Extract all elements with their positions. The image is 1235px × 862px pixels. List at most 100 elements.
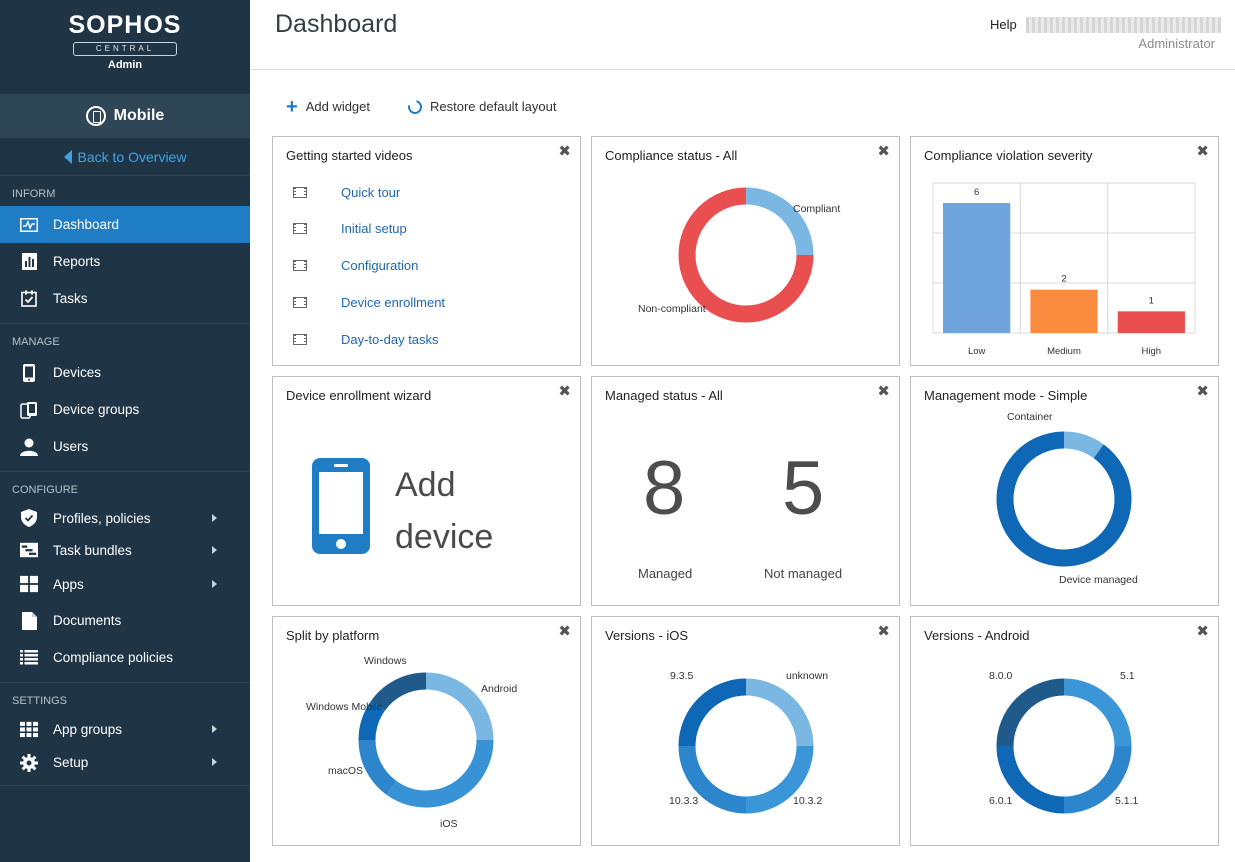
section-title-configure: CONFIGURE	[12, 484, 78, 496]
widget-versions-android: Versions - Android ✖ 8.0.0 5.1 6.0.1 5.1…	[910, 616, 1219, 846]
plus-icon: +	[286, 95, 298, 118]
close-icon[interactable]: ✖	[558, 623, 571, 640]
user-name-redacted[interactable]	[1026, 17, 1221, 33]
sidebar-item-documents[interactable]: Documents	[0, 602, 250, 639]
sidebar-item-device-groups[interactable]: Device groups	[0, 391, 250, 428]
restore-icon	[405, 96, 425, 117]
chart-label-version: 5.1.1	[1115, 795, 1139, 807]
close-icon[interactable]: ✖	[877, 623, 890, 640]
ios-versions-donut-chart	[678, 678, 814, 814]
phone-icon[interactable]	[312, 458, 370, 554]
close-icon[interactable]: ✖	[877, 143, 890, 160]
donut-slice-6-0-1[interactable]	[996, 745, 1065, 814]
sidebar-item-label: Task bundles	[53, 542, 132, 558]
widget-compliance-status: Compliance status - All ✖ Compliant Non-…	[591, 136, 900, 366]
chart-label-compliant: Compliant	[793, 203, 841, 215]
donut-slice-9-3-5[interactable]	[678, 678, 747, 747]
donut-slice-8-0-0[interactable]	[996, 678, 1065, 747]
chart-label-device-managed: Device managed	[1059, 574, 1138, 586]
compliance-donut-chart	[678, 187, 814, 323]
phone-icon	[20, 363, 38, 382]
sidebar-item-apps[interactable]: Apps	[0, 566, 250, 602]
donut-slice-10-3-3[interactable]	[678, 745, 747, 814]
sidebar-item-tasks[interactable]: Tasks	[0, 280, 250, 317]
donut-slice-5-1-1[interactable]	[1063, 745, 1132, 814]
donut-slice-unknown[interactable]	[745, 678, 814, 747]
donut-slice-10-3-2[interactable]	[745, 745, 814, 814]
bar-category-label: Low	[968, 346, 986, 357]
bar-medium[interactable]	[1030, 289, 1098, 333]
brand-logo[interactable]: SOPHOS CENTRAL Admin	[0, 0, 250, 94]
video-item: Quick tour	[293, 185, 400, 200]
chevron-right-icon	[212, 725, 217, 733]
restore-layout-button[interactable]: Restore default layout	[405, 96, 556, 117]
widget-title: Managed status - All	[605, 388, 723, 403]
help-link[interactable]: Help	[990, 17, 1017, 32]
video-item: Initial setup	[293, 221, 407, 236]
donut-slice-windows-mobile[interactable]	[358, 700, 386, 741]
close-icon[interactable]: ✖	[1196, 623, 1209, 640]
bar-low[interactable]	[943, 203, 1011, 333]
close-icon[interactable]: ✖	[1196, 383, 1209, 400]
donut-slice-android[interactable]	[425, 672, 494, 741]
back-link-label: Back to Overview	[77, 148, 187, 165]
chart-label-version: 5.1	[1120, 670, 1135, 682]
widget-title: Compliance status - All	[605, 148, 738, 163]
close-icon[interactable]: ✖	[877, 383, 890, 400]
chart-label-version: 10.3.3	[669, 795, 699, 807]
add-widget-button[interactable]: + Add widget	[286, 95, 370, 118]
bar-value-label: 2	[1061, 274, 1066, 285]
add-device-link[interactable]: Add device	[395, 459, 493, 563]
bar-category-label: Medium	[1047, 346, 1081, 357]
donut-slice-container[interactable]	[1063, 431, 1104, 459]
donut-slice-device-managed[interactable]	[996, 431, 1132, 567]
sidebar-item-compliance-policies[interactable]: Compliance policies	[0, 639, 250, 676]
platform-donut-chart	[358, 672, 494, 808]
video-link[interactable]: Device enrollment	[341, 295, 446, 310]
close-icon[interactable]: ✖	[1196, 143, 1209, 160]
bar-high[interactable]	[1117, 311, 1185, 333]
managed-label: Managed	[638, 566, 693, 581]
section-title-settings: SETTINGS	[12, 695, 68, 707]
donut-slice-compliant[interactable]	[745, 187, 814, 256]
bar-value-label: 1	[1149, 295, 1154, 306]
sidebar-item-devices[interactable]: Devices	[0, 354, 250, 391]
donut-slice-macos[interactable]	[358, 739, 397, 795]
document-icon	[20, 611, 38, 630]
sidebar-item-label: Dashboard	[53, 217, 120, 232]
chart-label-container: Container	[1007, 411, 1053, 423]
back-to-overview-link[interactable]: Back to Overview	[0, 138, 250, 176]
widget-management-mode: Management mode - Simple ✖ Container Dev…	[910, 376, 1219, 606]
video-link[interactable]: Configuration	[341, 258, 419, 273]
sidebar-item-users[interactable]: Users	[0, 428, 250, 465]
donut-slice-windows[interactable]	[371, 672, 427, 711]
sidebar-item-task-bundles[interactable]: Task bundles	[0, 534, 250, 566]
sidebar-item-label: Tasks	[53, 291, 88, 306]
managed-count[interactable]: 8	[643, 446, 686, 531]
close-icon[interactable]: ✖	[558, 383, 571, 400]
tasks-icon	[20, 290, 38, 308]
video-link[interactable]: Initial setup	[341, 221, 407, 236]
sidebar-item-profiles-policies[interactable]: Profiles, policies	[0, 502, 250, 534]
donut-slice-ios[interactable]	[386, 739, 494, 808]
header: Dashboard Help Administrator	[250, 0, 1235, 70]
add-device-line1: Add	[395, 466, 456, 504]
donut-slice-non-compliant[interactable]	[678, 187, 814, 323]
unmanaged-count[interactable]: 5	[782, 446, 825, 531]
sidebar-item-app-groups[interactable]: App groups	[0, 713, 250, 746]
sidebar-item-label: Compliance policies	[53, 650, 174, 665]
section-title-inform: INFORM	[12, 188, 56, 200]
page-title: Dashboard	[275, 10, 398, 38]
sidebar-section-configure: CONFIGURE Profiles, policies Task bundle…	[0, 472, 250, 683]
video-link[interactable]: Day-to-day tasks	[341, 332, 439, 347]
close-icon[interactable]: ✖	[558, 143, 571, 160]
video-link[interactable]: Quick tour	[341, 185, 401, 200]
film-icon	[293, 223, 307, 234]
sidebar-item-reports[interactable]: Reports	[0, 243, 250, 280]
widget-title: Management mode - Simple	[924, 388, 1088, 403]
sidebar-item-setup[interactable]: Setup	[0, 746, 250, 779]
donut-slice-5-1[interactable]	[1063, 678, 1132, 747]
sidebar: SOPHOS CENTRAL Admin Mobile Back to Over…	[0, 0, 250, 862]
sidebar-item-dashboard[interactable]: Dashboard	[0, 206, 250, 243]
film-icon	[293, 260, 307, 271]
